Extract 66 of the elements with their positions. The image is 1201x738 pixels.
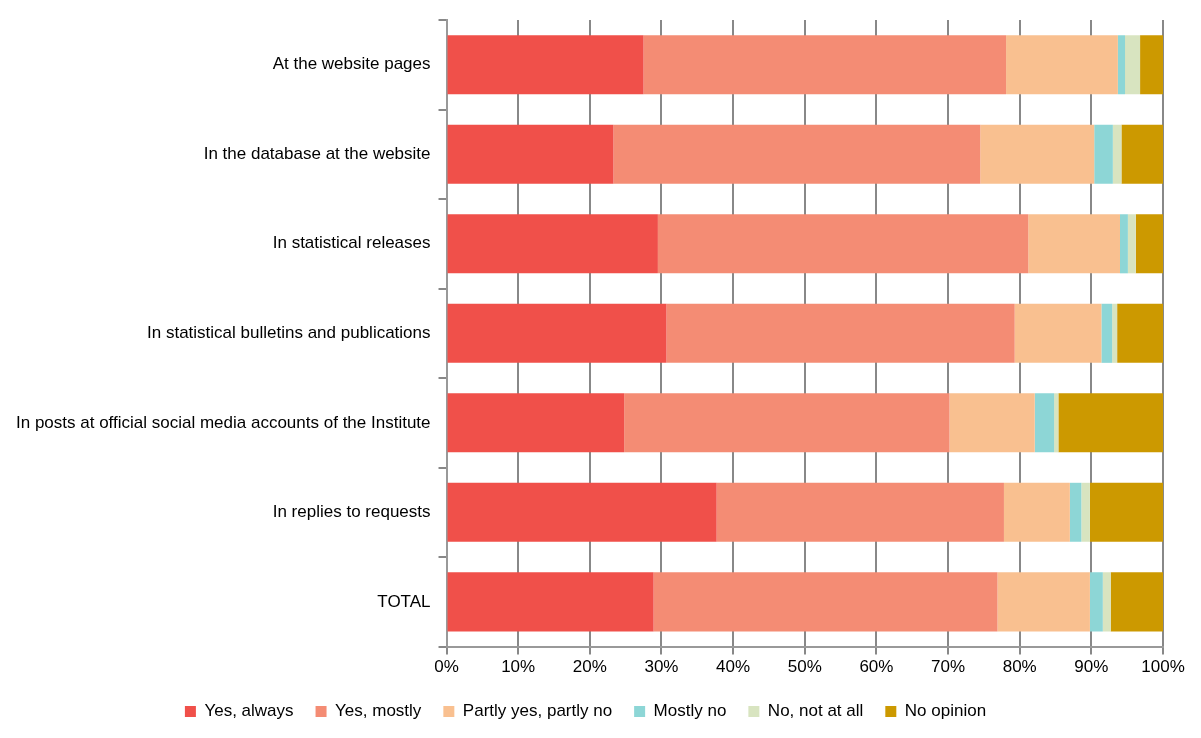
x-tick-label: 40%: [716, 657, 751, 677]
bar: [1028, 214, 1121, 274]
bar: [1054, 393, 1059, 453]
bar: [643, 35, 1007, 95]
y-tick-label: In replies to requests: [272, 502, 431, 522]
bar: [613, 124, 981, 184]
y-tick-label: In posts at official social media accounts of the Institute: [15, 412, 431, 432]
x-tick-label: 70%: [931, 657, 966, 677]
bar: [1121, 124, 1163, 184]
y-tick-label: In the database at the website: [203, 143, 431, 163]
bar: [447, 124, 614, 184]
bar: [1101, 303, 1113, 363]
bar: [1120, 214, 1128, 274]
bar: [716, 482, 1004, 542]
bar: [1127, 214, 1136, 274]
bar: [447, 303, 667, 363]
bar: [653, 572, 998, 632]
y-tick-label: In statistical releases: [272, 233, 431, 253]
bar: [1140, 35, 1163, 95]
x-tick-label: 100%: [1141, 657, 1185, 677]
bar: [980, 124, 1095, 184]
legend-label: Mostly no: [653, 701, 727, 721]
bar: [1110, 572, 1163, 632]
bar: [447, 572, 654, 632]
bar: [1094, 124, 1113, 184]
bar: [447, 214, 658, 274]
bar: [949, 393, 1035, 453]
bar: [666, 303, 1015, 363]
x-tick-label: 80%: [1002, 657, 1037, 677]
legend-label: Yes, always: [204, 701, 294, 721]
y-tick-label: At the website pages: [272, 54, 431, 74]
x-tick-label: 90%: [1074, 657, 1109, 677]
bar: [447, 482, 717, 542]
bar: [1003, 482, 1070, 542]
bar: [657, 214, 1029, 274]
x-tick-label: 60%: [859, 657, 894, 677]
x-tick-label: 50%: [787, 657, 822, 677]
bar: [1089, 572, 1103, 632]
bar: [1081, 482, 1090, 542]
bar: [1102, 572, 1111, 632]
y-tick-label: In statistical bulletins and publications: [147, 322, 431, 342]
x-tick-label: 30%: [644, 657, 679, 677]
legend-label: No, not at all: [767, 701, 864, 721]
bar: [1014, 303, 1102, 363]
bar: [1117, 35, 1126, 95]
bar: [624, 393, 950, 453]
x-tick-label: 20%: [572, 657, 607, 677]
bar: [1058, 393, 1163, 453]
bar: [1089, 482, 1163, 542]
bar: [1034, 393, 1055, 453]
bar: [1135, 214, 1163, 274]
x-tick-label: 10%: [501, 657, 536, 677]
bar: [1117, 303, 1163, 363]
bar: [997, 572, 1090, 632]
legend-label: Yes, mostly: [335, 701, 422, 721]
bar: [1069, 482, 1082, 542]
bar: [447, 35, 644, 95]
bar: [1112, 124, 1122, 184]
bar: [1112, 303, 1118, 363]
x-tick-label: 0%: [434, 657, 459, 677]
bar: [1006, 35, 1118, 95]
bar: [447, 393, 625, 453]
legend-label: Partly yes, partly no: [462, 701, 613, 721]
y-tick-label: TOTAL: [377, 591, 431, 611]
bar: [1125, 35, 1141, 95]
legend-label: No opinion: [904, 701, 987, 721]
